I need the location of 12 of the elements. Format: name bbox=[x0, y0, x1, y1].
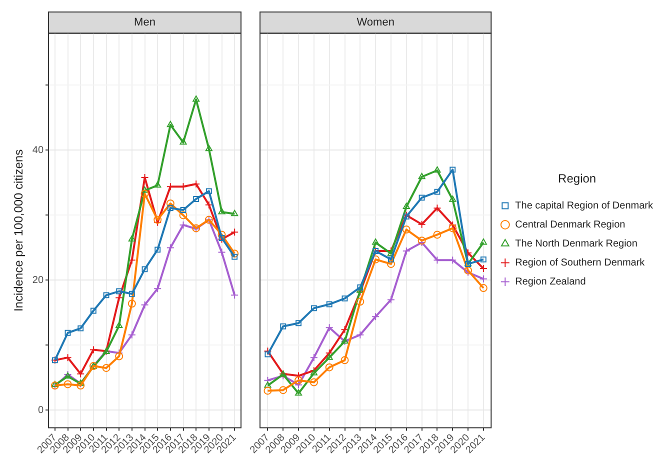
legend-label: Central Denmark Region bbox=[515, 219, 626, 230]
legend-label: Region Zealand bbox=[515, 276, 586, 288]
legend-label: The North Denmark Region bbox=[515, 238, 638, 250]
chart-title: Women bbox=[356, 16, 394, 29]
y-axis-title: Incidence per 100,000 citizens bbox=[12, 149, 26, 312]
y-tick-label: 20 bbox=[32, 274, 44, 286]
y-tick-label: 40 bbox=[32, 144, 44, 156]
legend-title: Region bbox=[558, 172, 596, 186]
legend-label: The capital Region of Denmark bbox=[515, 200, 654, 212]
chart-title: Men bbox=[134, 16, 156, 29]
legend-label: Region of Southern Denmark bbox=[515, 257, 646, 268]
y-tick-label: 0 bbox=[38, 404, 44, 416]
